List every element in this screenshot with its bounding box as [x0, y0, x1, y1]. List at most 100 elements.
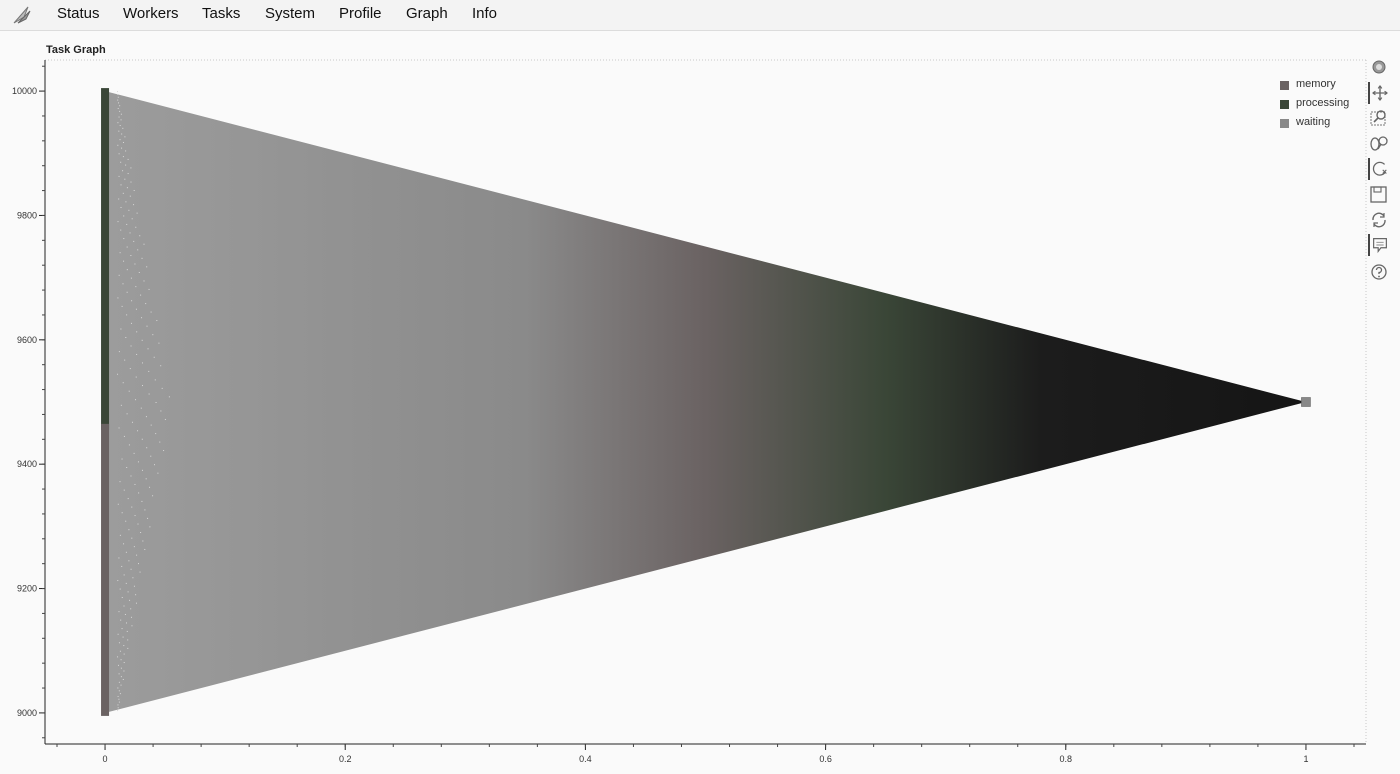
plot-frame: [45, 59, 1367, 744]
help-icon[interactable]: [1368, 261, 1390, 283]
edge-point: [117, 122, 119, 124]
edge-point: [127, 158, 129, 160]
edge-point: [125, 520, 127, 522]
edge-point: [122, 636, 124, 638]
bokeh-logo-icon[interactable]: [1368, 56, 1390, 78]
edge-point: [127, 647, 129, 649]
edge-point: [154, 379, 156, 381]
edge-point: [121, 565, 123, 567]
waiting-swatch: [1280, 119, 1289, 128]
edge-point: [130, 181, 132, 183]
edge-point: [126, 187, 128, 189]
nav-system[interactable]: System: [265, 5, 316, 22]
edge-point: [148, 370, 150, 372]
reset-icon[interactable]: [1368, 209, 1390, 231]
dask-logo-icon[interactable]: [10, 3, 34, 27]
nav-info[interactable]: Info: [472, 5, 498, 22]
edge-point: [148, 288, 150, 290]
edge-point: [123, 670, 125, 672]
edge-point: [120, 229, 122, 231]
edge-point: [118, 427, 120, 429]
nav-profile[interactable]: Profile: [339, 5, 382, 22]
edge-point: [134, 515, 136, 517]
x-tick-label: 1: [1303, 754, 1308, 764]
edge-point: [119, 139, 121, 141]
edge-point: [131, 421, 133, 423]
nav-workers[interactable]: Workers: [123, 5, 179, 22]
pan-icon[interactable]: [1368, 82, 1390, 104]
node-layer[interactable]: [101, 88, 1311, 716]
edge-point: [130, 277, 132, 279]
edge-point: [119, 650, 121, 652]
edge-point: [155, 402, 157, 403]
edge-point: [124, 136, 126, 138]
edge-point: [136, 554, 138, 556]
y-tick-label: 9400: [17, 459, 37, 469]
nav-status[interactable]: Status: [57, 5, 100, 22]
edge-point: [124, 359, 126, 361]
edge-point: [139, 235, 141, 237]
edge-point: [130, 255, 132, 257]
nav-graph[interactable]: Graph: [406, 5, 448, 22]
hover-icon[interactable]: [1368, 234, 1390, 256]
edge-point: [133, 204, 135, 206]
edge-point: [119, 534, 121, 536]
edge-point: [158, 342, 160, 344]
edge-point: [122, 141, 124, 143]
edge-point: [118, 102, 120, 104]
edge-point: [163, 450, 165, 452]
edge-point: [128, 444, 130, 446]
edge-point: [120, 676, 122, 678]
edge-stipple: [117, 91, 170, 712]
edge-point: [140, 294, 142, 296]
edge-point: [120, 667, 122, 669]
processing-nodes[interactable]: [101, 88, 110, 430]
edge-point: [126, 413, 128, 415]
edge-point: [130, 608, 132, 610]
top-navbar: Status Workers Tasks System Profile Grap…: [0, 0, 1400, 31]
edge-point: [131, 537, 133, 539]
edge-point: [122, 170, 124, 172]
edge-point: [130, 475, 132, 477]
edge-point: [136, 212, 138, 214]
edge-point: [120, 328, 122, 330]
edge-point: [117, 373, 119, 375]
edge-point: [143, 243, 145, 245]
edge-point: [143, 280, 145, 282]
plot-toolbar: [1366, 56, 1392, 286]
edge-point: [142, 362, 144, 364]
edge-point: [125, 164, 127, 166]
edge-point: [128, 560, 130, 562]
nav-tasks[interactable]: Tasks: [202, 5, 241, 22]
edge-point: [154, 464, 156, 466]
reset-zoom-icon[interactable]: [1368, 158, 1390, 180]
edge-point: [168, 396, 170, 398]
edge-point: [119, 481, 121, 483]
edge-point: [120, 619, 122, 621]
edge-point: [133, 190, 135, 192]
edge-point: [144, 509, 146, 511]
legend-label: waiting: [1296, 116, 1331, 128]
wheel-zoom-icon[interactable]: [1368, 132, 1390, 154]
edge-point: [123, 489, 125, 491]
waiting-nodes[interactable]: [1301, 397, 1311, 407]
edge-point: [137, 249, 139, 251]
edge-point: [127, 498, 129, 500]
edge-point: [150, 424, 152, 426]
edge-point: [118, 690, 120, 692]
edge-point: [130, 345, 132, 347]
edge-point: [147, 517, 149, 519]
edge-point: [126, 622, 128, 624]
memory-nodes[interactable]: [101, 423, 110, 716]
save-icon[interactable]: [1368, 184, 1390, 206]
box-zoom-icon[interactable]: [1368, 107, 1390, 129]
legend-label: processing: [1296, 97, 1350, 109]
edge-point: [133, 452, 135, 454]
edge-point: [118, 701, 120, 703]
edge-point: [127, 639, 129, 641]
axis-layer: 0 0.2 0.4 0.6 0.8 1 9000 9200 9400 9600 9800 10000: [12, 60, 1366, 764]
edge-point: [120, 184, 122, 186]
edge-point: [130, 616, 132, 618]
edge-point: [117, 710, 119, 712]
